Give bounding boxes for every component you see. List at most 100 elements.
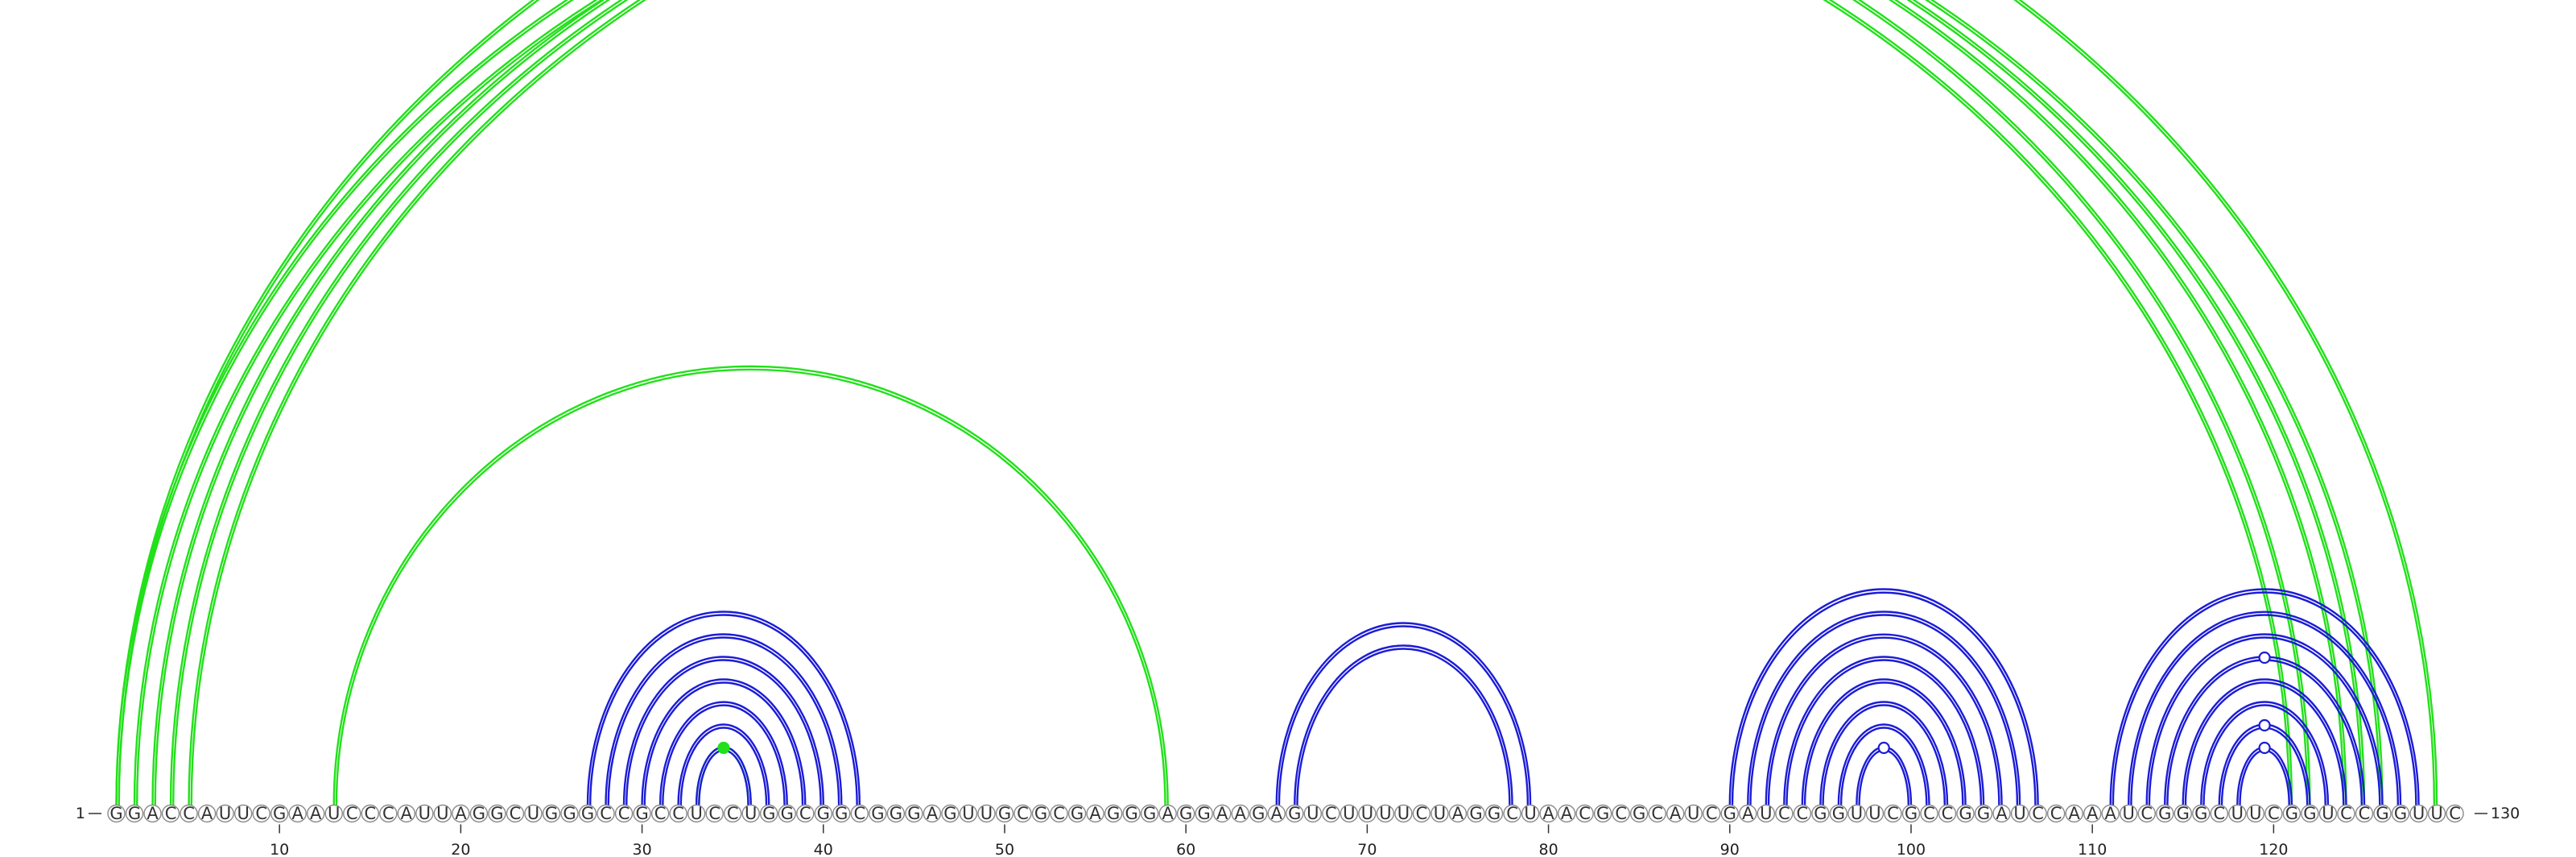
nucleotide-96: G: [1829, 804, 1848, 823]
nucleotide-129: U: [2427, 804, 2446, 823]
nucleotide-letter-21: G: [473, 804, 485, 823]
nucleotide-37: G: [760, 804, 778, 823]
nucleotide-circle-104: [1974, 804, 1993, 823]
nucleotide-circle-26: [560, 804, 579, 823]
nucleotide-letter-39: C: [799, 804, 811, 823]
base-pair-arc-94-103: [1801, 678, 1967, 805]
nucleotide-circle-97: [1847, 804, 1866, 823]
nucleotide-circle-114: [2156, 804, 2174, 823]
nucleotide-45: G: [905, 804, 923, 823]
nucleotide-74: U: [1430, 804, 1449, 823]
nucleotide-92: U: [1757, 804, 1776, 823]
base-pair-arc-115-124: [2182, 678, 2347, 805]
base-pair-arc-117-122: [2218, 723, 2311, 805]
nucleotide-letter-27: G: [581, 804, 594, 823]
nucleotide-circle-92: [1757, 804, 1776, 823]
nucleotide-circle-46: [923, 804, 942, 823]
arc-markers: [717, 651, 2271, 755]
nucleotide-66: G: [1286, 804, 1304, 823]
nucleotide-38: G: [778, 804, 796, 823]
nucleotide-28: C: [597, 804, 615, 823]
nucleotide-letter-42: C: [853, 804, 865, 823]
nucleotide-letter-26: G: [563, 804, 576, 823]
nucleotide-98: U: [1865, 804, 1885, 823]
nucleotide-circle-111: [2101, 804, 2120, 823]
nucleotide-letter-102: C: [1942, 804, 1954, 823]
nucleotide-circle-82: [1575, 804, 1594, 823]
nucleotide-112: U: [2120, 804, 2138, 823]
nucleotide-circle-123: [2318, 804, 2338, 823]
nucleotide-56: G: [1104, 804, 1123, 823]
nucleotide-77: G: [1484, 804, 1504, 823]
nucleotide-circle-61: [1195, 804, 1213, 823]
nucleotide-108: C: [2046, 804, 2066, 823]
nucleotide-22: G: [488, 804, 506, 823]
nucleotide-circle-1: [107, 804, 126, 823]
nucleotide-72: U: [1394, 804, 1413, 823]
nucleotide-circle-57: [1122, 804, 1141, 823]
nucleotide-letter-10: G: [273, 804, 286, 823]
nucleotide-30: G: [633, 804, 651, 823]
nucleotide-125: C: [2355, 804, 2374, 823]
base-pair-arc-inner-91-106: [1749, 614, 2019, 805]
base-pair-arc-inner-66-78: [1296, 648, 1511, 805]
base-pair-arc-96-101: [1837, 723, 1930, 805]
nucleotide-letter-74: U: [1434, 804, 1446, 823]
base-pair-arc-inner-31-38: [662, 704, 786, 805]
nucleotide-circle-45: [905, 804, 923, 823]
nucleotide-49: U: [977, 804, 996, 823]
nucleotide-letter-120: C: [2268, 804, 2280, 823]
nucleotide-10: G: [270, 804, 289, 823]
nucleotide-57: G: [1122, 804, 1141, 823]
nucleotide-71: U: [1376, 804, 1395, 823]
nucleotide-128: U: [2409, 804, 2428, 823]
nucleotide-letter-123: U: [2322, 804, 2334, 823]
nucleotide-circle-78: [1503, 804, 1521, 823]
nucleotide-circle-106: [2010, 804, 2029, 823]
nucleotide-letter-109: A: [2068, 804, 2080, 823]
nucleotide-circle-13: [324, 804, 343, 823]
base-pair-arc-inner-113-126: [2148, 636, 2381, 805]
nucleotide-circle-77: [1484, 804, 1504, 823]
nucleotide-letter-95: G: [1814, 804, 1827, 823]
nucleotide-97: U: [1847, 804, 1866, 823]
nucleotide-circle-89: [1703, 804, 1721, 823]
nucleotide-69: U: [1340, 804, 1359, 823]
nucleotide-115: G: [2174, 804, 2192, 823]
tick-label-110: 110: [2078, 841, 2107, 857]
nucleotide-circle-50: [995, 804, 1014, 823]
nucleotide-circle-75: [1448, 804, 1468, 823]
base-pair-arc-inner-29-40: [625, 659, 822, 805]
nucleotide-circle-36: [741, 804, 760, 823]
base-pair-arc-inner-95-102: [1822, 704, 1946, 805]
nucleotide-circle-69: [1340, 804, 1359, 823]
nucleotide-61: G: [1195, 804, 1213, 823]
base-pair-arc-5-126: [188, 0, 2384, 805]
nucleotide-104: G: [1974, 804, 1993, 823]
nucleotide-letter-76: G: [1469, 804, 1482, 823]
base-pair-arc-inner-2-121: [136, 0, 2290, 805]
nucleotide-102: C: [1938, 804, 1957, 823]
base-pair-arc-2-121: [133, 0, 2293, 805]
nucleotide-letter-22: G: [490, 804, 503, 823]
nucleotide-6: A: [197, 804, 217, 823]
nucleotide-41: G: [832, 804, 851, 823]
nucleotide-circle-12: [307, 804, 325, 823]
nucleotide-letter-78: C: [1506, 804, 1518, 823]
arc-series-5: [1728, 588, 2039, 805]
nucleotide-circle-118: [2228, 804, 2247, 823]
base-pair-arc-inner-13-59: [335, 368, 1166, 805]
nucleotide-letter-53: C: [1053, 804, 1065, 823]
nucleotide-circle-81: [1557, 804, 1576, 823]
base-pair-arc-33-36: [695, 746, 752, 805]
nucleotide-87: A: [1666, 804, 1685, 823]
nucleotide-circle-129: [2427, 804, 2446, 823]
nucleotide-letter-108: C: [2050, 804, 2062, 823]
nucleotide-letter-97: U: [1851, 804, 1863, 823]
nucleotide-circle-33: [687, 804, 706, 823]
nucleotide-5: C: [180, 804, 198, 823]
nucleotide-letter-93: C: [1778, 804, 1790, 823]
base-pair-arc-3-124: [151, 0, 2347, 805]
nucleotide-letter-61: G: [1198, 804, 1211, 823]
base-pair-arcs: [115, 0, 2438, 805]
